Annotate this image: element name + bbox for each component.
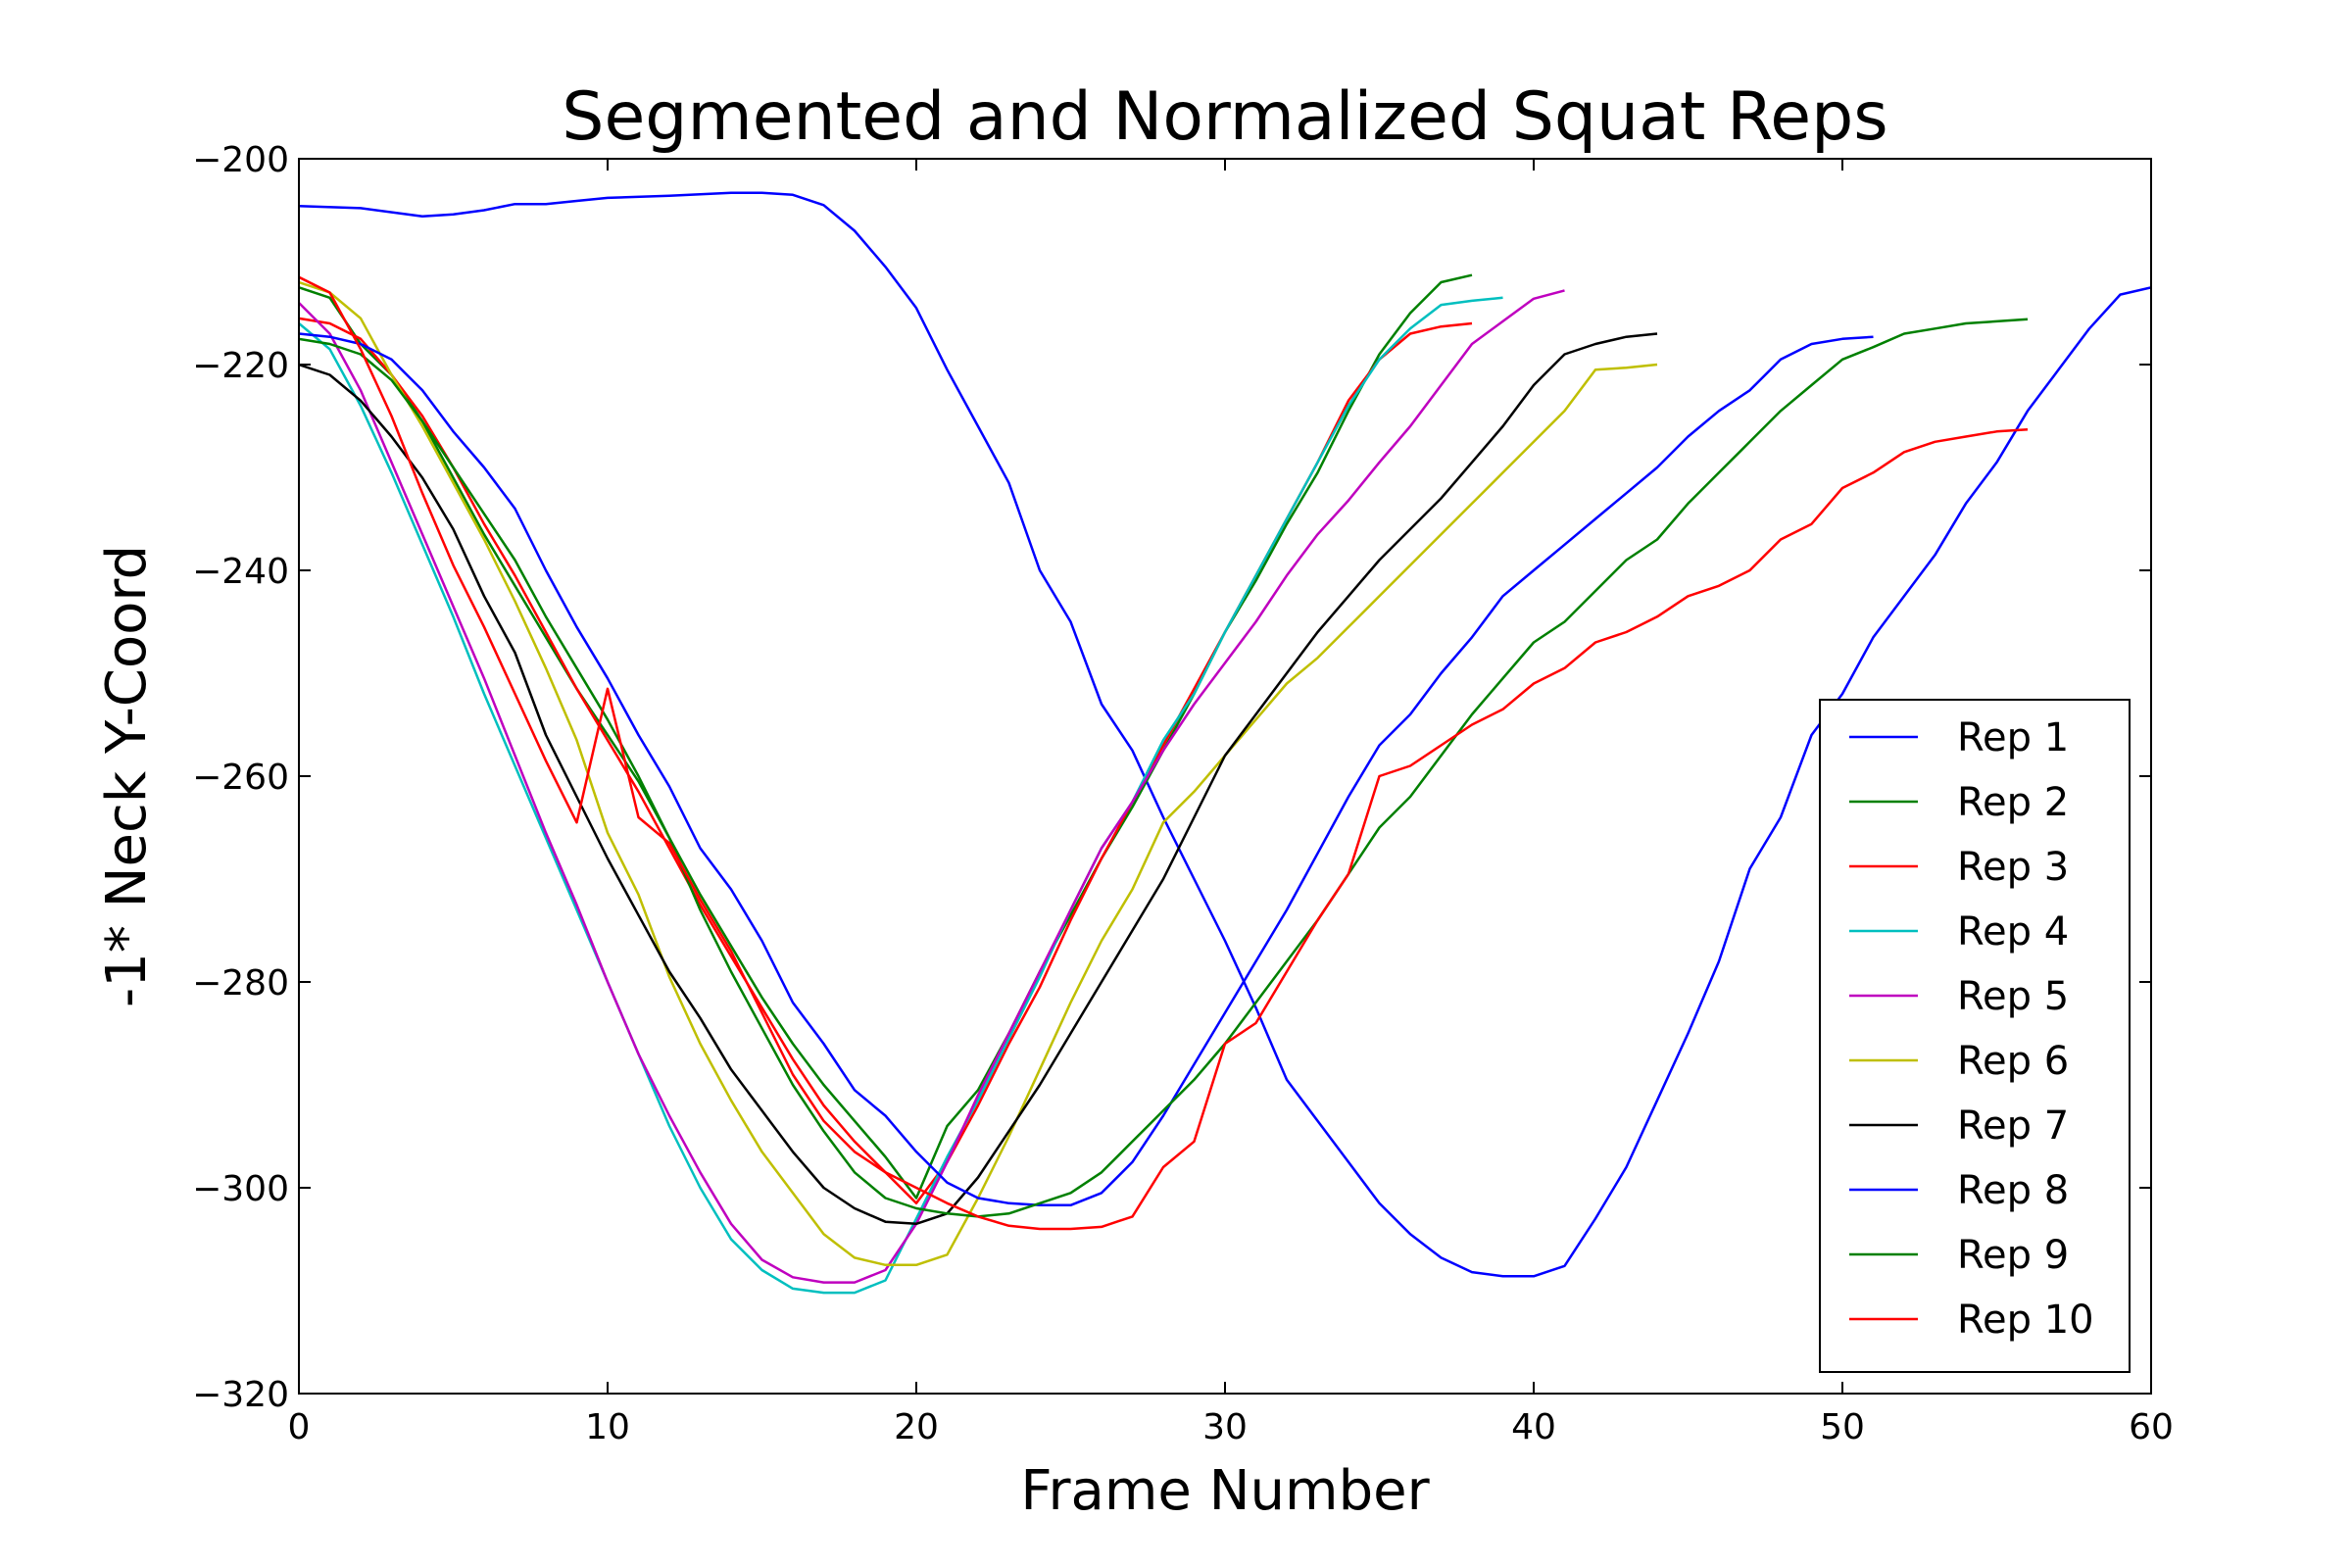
x-axis-label: Frame Number [1020,1459,1430,1523]
series-layer [299,191,2151,1295]
x-tick-label: 0 [288,1407,311,1447]
y-tick-label: −240 [192,552,289,592]
series-line-rep-7 [299,332,1658,1226]
legend-label-rep-9: Rep 9 [1957,1233,2069,1278]
axis-ticks: 0 10 20 30 40 50 60 −200 −220 −240 −260 −280 −300 −32… [192,140,2174,1447]
series-line-rep-1 [299,191,2151,1278]
legend-label-rep-6: Rep 6 [1957,1039,2069,1084]
legend-label-rep-7: Rep 7 [1957,1103,2069,1149]
legend-label-rep-10: Rep 10 [1957,1298,2094,1343]
x-tick-label: 30 [1202,1407,1248,1447]
series-line-rep-2 [299,273,1473,1200]
x-tick-label: 10 [585,1407,630,1447]
series-line-rep-9 [299,318,2029,1218]
legend-label-rep-8: Rep 8 [1957,1168,2069,1213]
y-tick-label: −320 [192,1375,289,1415]
legend: Rep 1 Rep 2 Rep 3 Rep 4 Rep 5 Rep 6 Rep 7 Rep 8… [1819,699,2131,1373]
x-tick-label: 60 [2129,1407,2174,1447]
y-tick-label: −280 [192,963,289,1004]
y-tick-label: −260 [192,758,289,798]
y-tick-label: −300 [192,1169,289,1209]
legend-label-rep-3: Rep 3 [1957,845,2069,890]
legend-label-rep-5: Rep 5 [1957,974,2069,1019]
series-line-rep-5 [299,289,1565,1284]
y-axis-label: -1* Neck Y-Coord [95,545,159,1007]
series-line-rep-10 [299,275,2029,1231]
series-line-rep-6 [299,280,1658,1267]
series-line-rep-3 [299,317,1473,1205]
x-tick-label: 50 [1820,1407,1865,1447]
x-tick-label: 40 [1511,1407,1556,1447]
legend-label-rep-4: Rep 4 [1957,909,2069,955]
series-line-rep-8 [299,332,1874,1207]
y-tick-label: −200 [192,140,289,180]
y-tick-label: −220 [192,346,289,386]
series-line-rep-4 [299,296,1503,1295]
legend-box [1819,699,2131,1373]
chart-title: Segmented and Normalized Squat Reps [562,78,1887,156]
x-tick-label: 20 [894,1407,939,1447]
legend-label-rep-1: Rep 1 [1957,715,2069,760]
legend-label-rep-2: Rep 2 [1957,780,2069,825]
